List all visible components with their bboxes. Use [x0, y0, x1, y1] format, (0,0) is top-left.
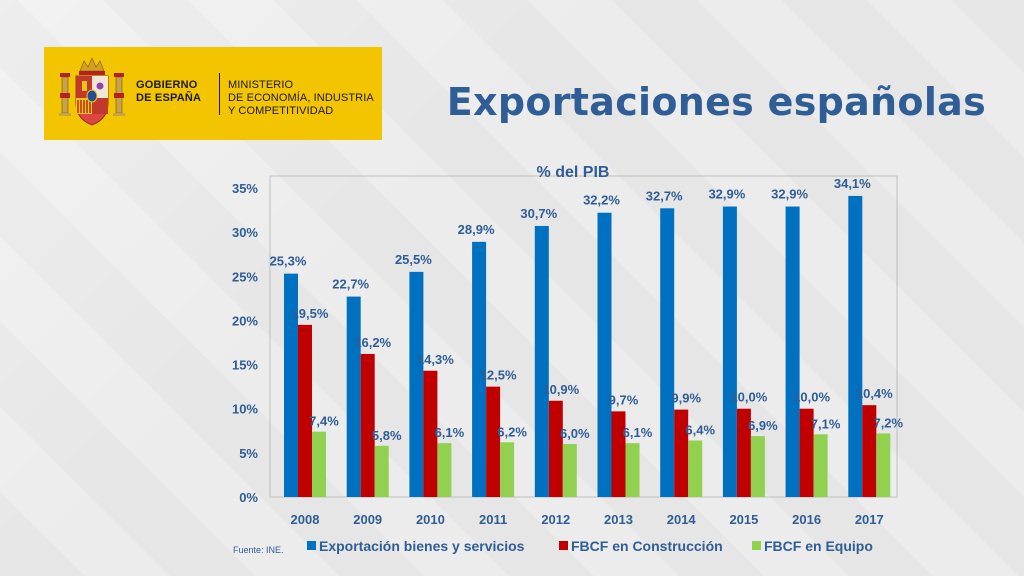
data-label: 6,1%	[623, 425, 653, 440]
bar	[562, 444, 577, 497]
data-label: 7,4%	[309, 414, 339, 429]
data-label: 6,9%	[748, 418, 778, 433]
gobierno-line-2: DE ESPAÑA	[136, 92, 202, 104]
x-tick-label: 2013	[604, 512, 633, 527]
data-label: 22,7%	[332, 277, 369, 292]
legend-label: Exportación bienes y servicios	[319, 538, 525, 554]
data-label: 6,1%	[435, 425, 465, 440]
bar	[674, 409, 689, 497]
bar	[722, 206, 737, 498]
bar	[611, 411, 626, 497]
x-tick-label: 2015	[729, 512, 758, 527]
bar	[799, 408, 814, 497]
legend-label: FBCF en Construcción	[571, 538, 723, 554]
bar	[534, 225, 549, 497]
legend-swatch	[752, 541, 761, 550]
data-label: 25,5%	[395, 252, 432, 267]
bar	[862, 405, 877, 497]
x-tick-label: 2014	[667, 512, 697, 527]
data-label: 28,9%	[458, 222, 495, 237]
legend-swatch	[307, 541, 316, 550]
bar	[500, 442, 515, 497]
bar	[848, 195, 863, 497]
data-label: 10,0%	[793, 390, 830, 405]
y-tick-label: 15%	[232, 358, 258, 373]
bar	[312, 431, 326, 497]
data-label: 6,2%	[497, 424, 527, 439]
data-label: 6,4%	[685, 422, 715, 437]
x-tick-label: 2016	[792, 512, 821, 527]
bar	[409, 271, 424, 497]
x-tick-label: 2008	[291, 512, 320, 527]
data-label: 7,1%	[811, 416, 841, 431]
bar	[876, 433, 891, 497]
data-label: 34,1%	[834, 176, 871, 191]
x-tick-label: 2010	[416, 512, 445, 527]
data-label: 10,9%	[542, 382, 579, 397]
data-label: 32,9%	[771, 187, 808, 202]
data-label: 32,9%	[708, 187, 745, 202]
chart-title: % del PIB	[537, 164, 610, 181]
data-label: 32,2%	[583, 193, 620, 208]
bar	[660, 208, 675, 497]
data-label: 32,7%	[646, 188, 683, 203]
bar	[472, 241, 487, 497]
x-tick-label: 2011	[479, 512, 507, 527]
data-label: 9,9%	[671, 391, 701, 406]
bar	[284, 273, 298, 497]
data-label: 10,0%	[730, 390, 767, 405]
bar	[785, 206, 800, 498]
legend-swatch	[559, 541, 568, 550]
bar	[597, 212, 612, 497]
data-label: 25,3%	[270, 254, 307, 269]
data-label: 19,5%	[292, 306, 329, 321]
bar	[688, 440, 703, 497]
data-label: 12,5%	[480, 368, 517, 383]
data-label: 30,7%	[520, 206, 557, 221]
ministerio-line-3: Y COMPETITIVIDAD	[228, 105, 334, 117]
coat-of-arms-icon	[59, 57, 125, 126]
plot-area	[269, 175, 898, 498]
bar	[548, 400, 563, 497]
bar	[625, 443, 640, 497]
gobierno-line-1: GOBIERNO	[136, 79, 198, 91]
bar	[360, 353, 375, 497]
ministerio-line-1: MINISTERIO	[228, 79, 294, 91]
gobierno-text: GOBIERNO DE ESPAÑA	[136, 79, 201, 105]
bar	[423, 370, 438, 497]
logo-divider	[219, 73, 220, 115]
x-tick-label: 2009	[353, 512, 382, 527]
bar	[298, 324, 312, 497]
bar	[346, 296, 361, 497]
y-tick-label: 30%	[232, 225, 258, 240]
government-logo: GOBIERNO DE ESPAÑA MINISTERIO DE ECONOMÍ…	[44, 47, 382, 140]
x-tick-label: 2017	[855, 512, 884, 527]
data-label: 16,2%	[354, 335, 391, 350]
page-title: Exportaciones españolas	[446, 80, 986, 124]
bar	[813, 434, 828, 497]
y-tick-label: 35%	[232, 181, 258, 196]
y-tick-label: 25%	[232, 269, 258, 284]
data-label: 10,4%	[856, 386, 893, 401]
bar	[374, 445, 389, 497]
legend-label: FBCF en Equipo	[764, 538, 873, 554]
y-tick-label: 20%	[232, 313, 258, 328]
data-label: 9,7%	[609, 392, 639, 407]
bar	[437, 443, 452, 497]
bar	[736, 408, 751, 497]
y-tick-label: 0%	[239, 490, 258, 505]
y-tick-label: 5%	[239, 446, 258, 461]
source-note: Fuente: INE.	[233, 545, 284, 555]
bar	[486, 386, 501, 497]
bar	[750, 436, 765, 497]
ministerio-line-2: DE ECONOMÍA, INDUSTRIA	[228, 92, 374, 104]
data-label: 7,2%	[873, 415, 903, 430]
x-tick-label: 2012	[541, 512, 570, 527]
data-label: 6,0%	[560, 426, 590, 441]
ministerio-text: MINISTERIO DE ECONOMÍA, INDUSTRIA Y COMP…	[228, 79, 374, 118]
y-tick-label: 10%	[232, 402, 258, 417]
data-label: 5,8%	[372, 428, 402, 443]
data-label: 14,3%	[417, 352, 454, 367]
